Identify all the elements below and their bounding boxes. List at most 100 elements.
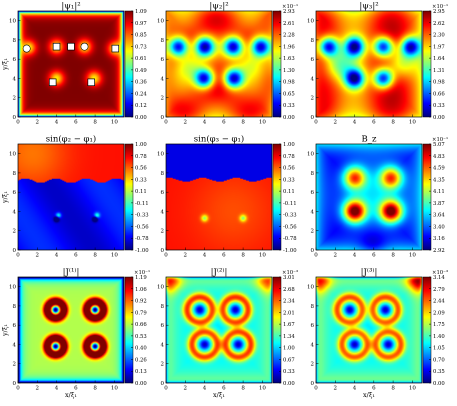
- x-tick-label: 6: [222, 253, 226, 259]
- y-tick-label: 10: [157, 19, 164, 25]
- y-axis-label: y/ξ₁: [1, 191, 9, 204]
- colorbar-tick-label: 0.12: [135, 103, 147, 109]
- colorbar: [273, 144, 281, 250]
- colorbar-tick-label: 0.00: [135, 115, 147, 121]
- marker-square: [87, 78, 95, 87]
- colorbar-tick-label: 2.28: [283, 33, 295, 39]
- panel-title: sin(φ₃ − φ₁): [194, 134, 244, 145]
- colorbar-tick-label: -0.78: [135, 236, 149, 242]
- heatmap-image: [166, 144, 272, 250]
- colorbar-tick-label: 0.78: [283, 154, 295, 160]
- colorbar-multiplier: ×10⁻¹: [432, 137, 448, 143]
- colorbar-tick-label: 1.40: [433, 334, 445, 340]
- y-tick-label: 10: [9, 285, 16, 291]
- x-tick-label: 8: [93, 386, 97, 392]
- heatmap-image: [316, 144, 422, 250]
- colorbar-tick-label: 0.73: [135, 44, 147, 50]
- x-tick-label: 4: [55, 386, 59, 392]
- panel-psi2: |ψ₂|² 0 2 4 6 8 10 0 2 4 6 8 10 0.00 0.33 0.65 0.98 1.30 1…: [157, 2, 298, 126]
- colorbar-tick-label: 0.11: [135, 189, 147, 195]
- y-tick-label: 10: [307, 19, 314, 25]
- y-tick-label: 4: [161, 209, 165, 215]
- colorbar-tick-label: 1.30: [283, 68, 295, 74]
- y-tick-label: 8: [311, 171, 315, 177]
- x-tick-label: 10: [259, 120, 266, 126]
- x-tick-label: 2: [184, 253, 188, 259]
- y-tick-label: 6: [161, 57, 165, 63]
- x-tick-label: 10: [111, 386, 118, 392]
- plot-frame: [315, 10, 423, 118]
- colorbar: [273, 277, 281, 383]
- heatmap-image: [18, 11, 124, 117]
- y-tick-label: 0: [311, 248, 315, 254]
- panel-title: sin(φ₂ − φ₁): [46, 134, 96, 145]
- colorbar-tick-label: -0.56: [283, 224, 297, 230]
- x-tick-label: 0: [314, 120, 318, 126]
- panel-title: |J⁽³⁾|: [361, 268, 378, 278]
- y-tick-label: 8: [161, 38, 165, 44]
- x-tick-label: 0: [16, 253, 20, 259]
- colorbar-tick-label: 5.07: [433, 142, 445, 148]
- colorbar-tick-label: 4.59: [433, 166, 445, 172]
- colorbar-tick-label: 0.00: [283, 381, 295, 387]
- x-tick-label: 10: [409, 386, 416, 392]
- colorbar-tick-label: 2.34: [283, 299, 295, 305]
- y-tick-label: 8: [13, 171, 17, 177]
- x-tick-label: 4: [353, 120, 357, 126]
- x-tick-label: 8: [241, 120, 245, 126]
- x-tick-label: 8: [241, 253, 245, 259]
- panel-title: |J⁽¹⁾|: [63, 268, 80, 278]
- y-tick-label: 0: [13, 381, 17, 387]
- colorbar: [125, 277, 133, 383]
- colorbar-multiplier: ×10⁻³: [282, 270, 298, 276]
- y-tick-label: 0: [311, 115, 315, 121]
- panel-j2: |J⁽²⁾| 0 2 4 6 8 10 0 2 4 6 8 10 x/ξ₁ 0.00 0.33 0.67 1.00…: [157, 268, 298, 400]
- colorbar-tick-label: 2.95: [433, 9, 445, 15]
- y-tick-label: 2: [13, 96, 17, 102]
- x-tick-label: 10: [409, 120, 416, 126]
- colorbar-tick-label: 2.92: [433, 248, 445, 254]
- panel-j1: |J⁽¹⁾| 0 2 4 6 8 10 0 2 4 6 8 10 y/ξ₁ x/ξ₁ 0.00 0.13 0.26…: [1, 268, 150, 400]
- y-tick-label: 8: [161, 171, 165, 177]
- colorbar-tick-label: 0.61: [135, 56, 147, 62]
- colorbar-tick-label: 0.56: [283, 166, 295, 172]
- x-tick-label: 2: [36, 253, 40, 259]
- y-tick-label: 4: [161, 342, 165, 348]
- heatmap-image: [18, 144, 124, 250]
- y-tick-label: 10: [157, 152, 164, 158]
- marker-circle: [22, 44, 31, 53]
- colorbar-frame: [124, 276, 134, 384]
- y-tick-label: 0: [161, 381, 165, 387]
- colorbar-tick-label: 1.34: [283, 334, 295, 340]
- x-tick-label: 0: [164, 253, 168, 259]
- y-tick-label: 10: [307, 285, 314, 291]
- marker-square: [67, 42, 75, 51]
- y-tick-label: 0: [161, 115, 165, 121]
- colorbar-tick-label: 3.01: [283, 275, 295, 281]
- colorbar-tick-label: 1.97: [433, 44, 445, 50]
- colorbar-frame: [422, 276, 432, 384]
- marker-circle: [80, 42, 89, 51]
- heatmap-image: [18, 277, 124, 383]
- colorbar-frame: [124, 10, 134, 118]
- colorbar-tick-label: -0.78: [283, 236, 297, 242]
- colorbar-tick-label: 1.96: [283, 44, 295, 50]
- x-axis-label: x/ξ₁: [213, 391, 225, 399]
- x-tick-label: 2: [334, 386, 338, 392]
- heatmap-image: [166, 277, 272, 383]
- panel-psi1: |ψ₁|² 0 2 4 6 8 10 0 2 4 6 8 10 y/ξ₁ 0.00 0.12 0.24 0.36 0…: [1, 2, 147, 126]
- colorbar-tick-label: 3.40: [433, 224, 445, 230]
- x-tick-label: 2: [334, 120, 338, 126]
- y-tick-label: 2: [311, 96, 315, 102]
- colorbar-tick-label: 0.00: [135, 381, 147, 387]
- y-tick-label: 6: [311, 57, 315, 63]
- colorbar-tick-label: 1.63: [283, 56, 295, 62]
- x-tick-label: 8: [391, 386, 395, 392]
- y-tick-label: 4: [311, 342, 315, 348]
- y-tick-label: 10: [157, 285, 164, 291]
- y-tick-label: 4: [13, 209, 17, 215]
- colorbar-tick-label: 1.00: [283, 142, 295, 148]
- colorbar-tick-label: 1.64: [433, 56, 445, 62]
- plot-frame: [165, 276, 273, 384]
